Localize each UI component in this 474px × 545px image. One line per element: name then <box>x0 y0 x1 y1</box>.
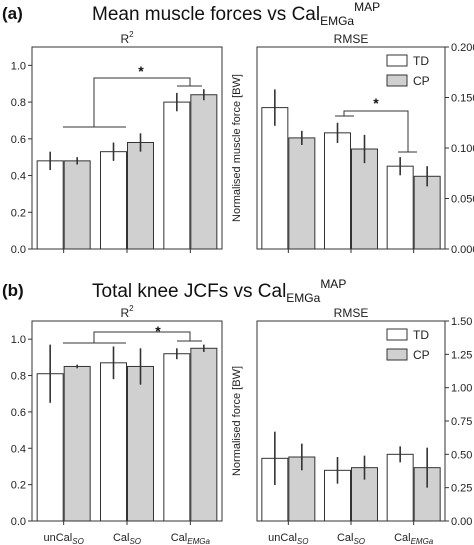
x-tick-label-base: Cal <box>337 532 354 544</box>
bar-cp <box>190 94 218 250</box>
x-tick-label-sub: EMGa <box>411 537 434 545</box>
significance-bracket <box>93 331 191 343</box>
y-tick-label: 0.000 <box>451 244 474 256</box>
bar-cp <box>63 160 91 250</box>
y-tick-label: 0.050 <box>451 194 474 206</box>
x-tick-label-sub: SO <box>129 537 141 545</box>
y-tick-label: 0.100 <box>451 143 474 155</box>
x-tick-label: CalEMGa <box>394 532 434 545</box>
chart-title-sup: 2 <box>129 304 134 313</box>
x-tick-label-sub: SO <box>72 537 84 545</box>
bar-cp <box>190 347 218 522</box>
y-tick-label: 0.4 <box>11 171 26 183</box>
y-tick-label: 0.2 <box>11 207 26 219</box>
x-tick-label: CalSO <box>337 532 365 545</box>
y-tick-label: 0.00 <box>451 516 472 528</box>
panel-a-title-main: Mean muscle forces vs Cal <box>92 4 320 25</box>
y-tick-label: 0.50 <box>451 449 472 461</box>
chart-title-base: R <box>120 306 129 320</box>
y-tick-label: 0.75 <box>451 416 472 428</box>
y-axis-label: Normalised muscle force [BW] <box>231 74 243 222</box>
bar-td <box>261 107 289 250</box>
legend-label-td: TD <box>413 54 429 68</box>
y-tick-label: 0.8 <box>11 371 26 383</box>
legend-label-cp: CP <box>413 74 430 88</box>
x-tick-label-base: unCal <box>44 532 73 544</box>
x-tick-label-base: unCal <box>268 532 297 544</box>
bar-cp <box>127 141 154 250</box>
panel-a-letter: (a) <box>2 4 23 23</box>
x-tick-label: unCalSO <box>44 532 84 545</box>
y-tick-label: 0.6 <box>11 134 26 146</box>
legend-label-cp: CP <box>413 348 430 362</box>
chart-title: R2 <box>120 304 134 320</box>
y-tick-label: 0.8 <box>11 97 26 109</box>
bar-cp <box>63 365 91 522</box>
y-tick-label: 1.25 <box>451 349 472 361</box>
legend-swatch-cp <box>386 74 408 87</box>
panel-b-title-sub: EMGa <box>286 291 320 305</box>
bar-td <box>100 151 127 250</box>
chart-a-rmse: 0.000 0.050 0.100 0.150 0.200 RMSE Normalised … <box>231 32 474 256</box>
bar-td <box>163 353 191 522</box>
y-tick-label: 0.6 <box>11 407 26 419</box>
y-tick-label: 0.0 <box>11 244 26 256</box>
panel-b-title: Total knee JCFs vs CalEMGaMAP <box>92 277 346 305</box>
y-tick-label: 1.50 <box>451 316 472 328</box>
panel-b-title-main: Total knee JCFs vs Cal <box>92 281 286 302</box>
significance-bracket <box>343 110 409 152</box>
x-tick-label-base: Cal <box>171 532 188 544</box>
bar-td <box>386 165 414 250</box>
bar-cp <box>413 175 441 250</box>
bar-td <box>324 132 351 250</box>
chart-title: RMSE <box>334 306 369 320</box>
bar-cp <box>288 137 316 250</box>
x-tick-label-sub: SO <box>353 537 365 545</box>
panel-a-title-sub: EMGa <box>320 14 354 28</box>
y-tick-label: 0.0 <box>11 516 26 528</box>
legend-swatch-td <box>386 328 408 341</box>
chart-b-rmse: 0.00 0.25 0.50 0.75 1.00 1.25 1.50 RMSE Normalis… <box>231 306 472 545</box>
significance-star: * <box>373 95 379 111</box>
panel-b-letter: (b) <box>2 281 24 300</box>
chart-title-sup: 2 <box>129 30 134 39</box>
legend-swatch-cp <box>386 348 408 361</box>
legend-swatch-td <box>386 54 408 67</box>
y-tick-label: 0.4 <box>11 443 26 455</box>
y-tick-label: 1.00 <box>451 383 472 395</box>
y-tick-label: 1.0 <box>11 334 26 346</box>
y-axis-label: Normalised force [BW] <box>231 366 243 476</box>
x-tick-label: CalEMGa <box>171 532 211 545</box>
x-tick-label: CalSO <box>113 532 141 545</box>
chart-title: RMSE <box>334 32 369 46</box>
chart-title-base: R <box>120 32 129 46</box>
y-tick-label: 0.200 <box>451 42 474 54</box>
panel-a-title-sup: MAP <box>354 0 380 14</box>
x-tick-label-base: Cal <box>113 532 130 544</box>
significance-star: * <box>155 323 161 339</box>
y-tick-label: 0.150 <box>451 93 474 105</box>
y-tick-label: 1.0 <box>11 60 26 72</box>
y-tick-label: 0.2 <box>11 480 26 492</box>
x-tick-label-sub: SO <box>297 537 309 545</box>
bar-cp <box>127 365 154 522</box>
x-tick-label: unCalSO <box>268 532 308 545</box>
panel-b-title-sup: MAP <box>320 277 346 291</box>
significance-bracket <box>93 77 191 127</box>
legend-label-td: TD <box>413 328 429 342</box>
bar-td <box>163 101 191 250</box>
bar-cp <box>351 148 378 250</box>
bar-td <box>386 453 414 522</box>
y-tick-label: 0.25 <box>451 483 472 495</box>
x-tick-label-base: Cal <box>394 532 411 544</box>
panel-a-title: Mean muscle forces vs CalEMGaMAP <box>92 0 380 28</box>
chart-title: R2 <box>120 30 134 46</box>
bar-td <box>36 160 64 250</box>
chart-a-r2: 0.0 0.2 0.4 0.6 0.8 1.0 R2 * <box>11 30 223 256</box>
bar-td <box>100 362 127 522</box>
x-tick-label-sub: EMGa <box>187 537 210 545</box>
significance-star: * <box>138 63 144 79</box>
